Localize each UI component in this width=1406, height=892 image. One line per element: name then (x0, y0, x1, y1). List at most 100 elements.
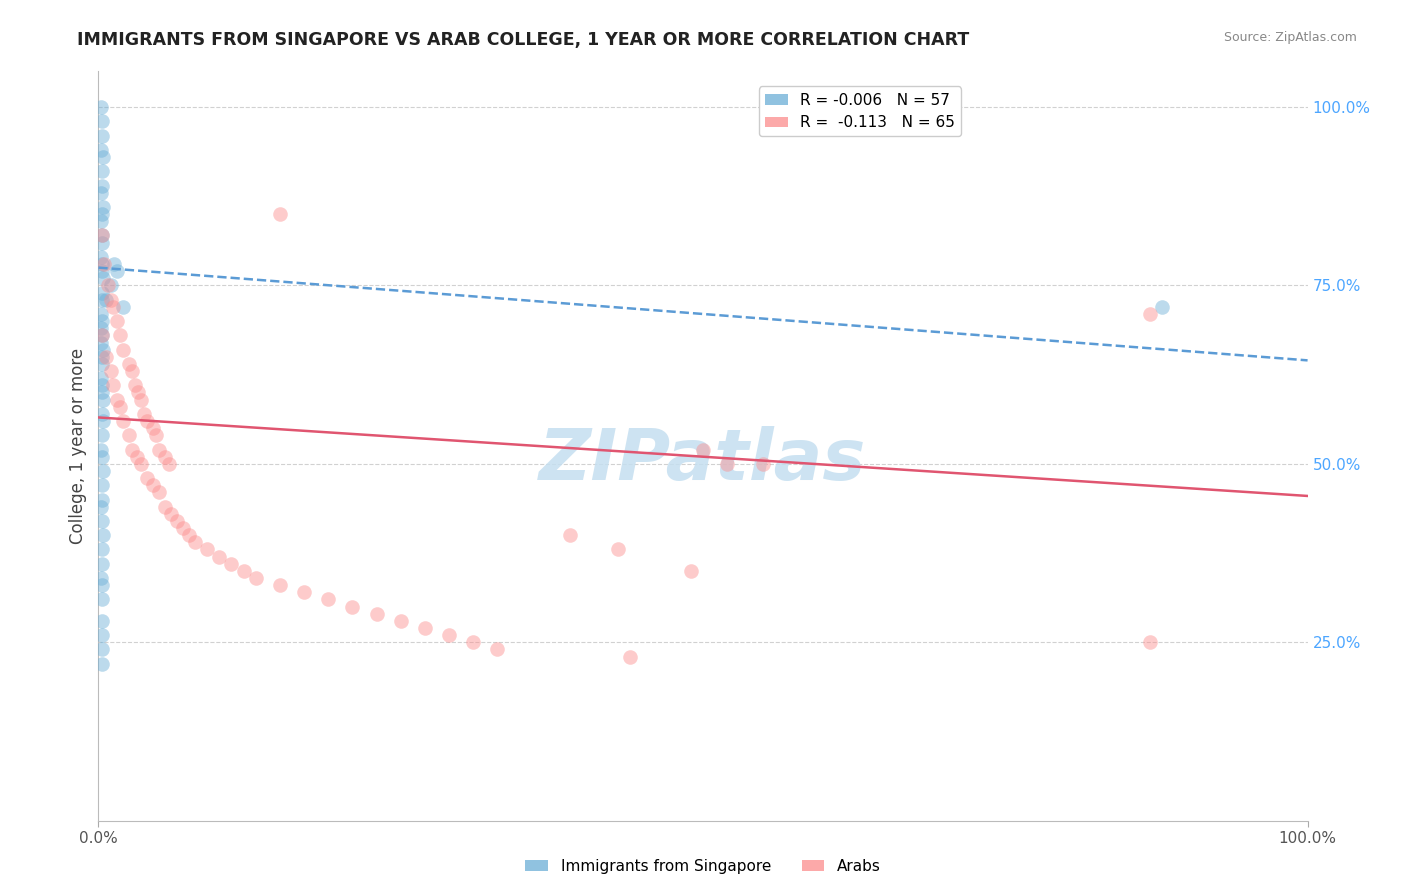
Point (94, 350, 117, 364)
Point (90, 143, 112, 157)
Point (619, 649, 641, 664)
Text: ZIPatlas: ZIPatlas (540, 426, 866, 495)
Point (91, 492, 114, 507)
Point (108, 400, 131, 414)
Point (118, 357, 141, 371)
Point (90, 214, 112, 228)
Point (292, 585, 315, 599)
Point (679, 564, 702, 578)
Point (463, 635, 485, 649)
Point (716, 457, 738, 471)
Point (118, 428, 141, 442)
Point (607, 542, 630, 557)
Point (101, 300, 124, 314)
Point (91, 542, 114, 557)
Point (91, 514, 114, 528)
Point (100, 364, 122, 378)
Text: Source: ZipAtlas.com: Source: ZipAtlas.com (1223, 31, 1357, 45)
Point (91, 200, 114, 214)
Legend: R = -0.006   N = 57, R =  -0.113   N = 65: R = -0.006 N = 57, R = -0.113 N = 65 (759, 87, 962, 136)
Point (558, 528, 581, 542)
Point (105, 392, 128, 407)
Point (91, 207, 114, 221)
Point (90, 500, 112, 514)
Point (91, 628, 114, 642)
Point (135, 471, 157, 485)
Point (91, 257, 114, 271)
Point (97, 278, 120, 293)
Point (91, 235, 114, 250)
Point (90, 186, 112, 200)
Point (91, 314, 114, 328)
Point (692, 442, 714, 457)
Point (91, 657, 114, 671)
Point (91, 407, 114, 421)
Point (91, 385, 114, 400)
Point (90, 321, 112, 335)
Point (103, 257, 125, 271)
Point (245, 571, 267, 585)
Point (91, 271, 114, 285)
Point (91, 178, 114, 193)
Point (101, 378, 124, 392)
Point (111, 343, 134, 357)
Point (142, 421, 165, 435)
Point (232, 564, 254, 578)
Point (91, 114, 114, 128)
Point (91, 414, 114, 428)
Point (91, 578, 114, 592)
Point (389, 614, 412, 628)
Point (121, 364, 143, 378)
Point (269, 207, 291, 221)
Point (90, 371, 112, 385)
Point (91, 557, 114, 571)
Point (91, 328, 114, 343)
Point (342, 599, 364, 614)
Point (160, 507, 183, 521)
Point (134, 407, 156, 421)
Point (91, 614, 114, 628)
Point (1139, 307, 1161, 321)
Point (108, 328, 131, 343)
Point (269, 578, 291, 592)
Point (90, 100, 112, 114)
Point (124, 378, 146, 392)
Point (486, 642, 509, 657)
Point (91, 464, 114, 478)
Point (1152, 300, 1174, 314)
Point (157, 457, 180, 471)
Point (172, 521, 194, 535)
Point (208, 549, 231, 564)
Point (91, 450, 114, 464)
Point (91, 264, 114, 278)
Point (752, 457, 775, 471)
Point (111, 414, 134, 428)
Point (184, 535, 207, 549)
Text: IMMIGRANTS FROM SINGAPORE VS ARAB COLLEGE, 1 YEAR OR MORE CORRELATION CHART: IMMIGRANTS FROM SINGAPORE VS ARAB COLLEG… (77, 31, 970, 49)
Point (91, 350, 114, 364)
Point (148, 485, 170, 500)
Point (142, 478, 165, 492)
Point (145, 428, 167, 442)
Point (91, 478, 114, 492)
Point (91, 528, 114, 542)
Point (316, 592, 339, 607)
Point (91, 228, 114, 243)
Point (100, 293, 122, 307)
Point (100, 278, 122, 293)
Point (91, 164, 114, 178)
Point (90, 442, 112, 457)
Point (91, 592, 114, 607)
Point (179, 528, 201, 542)
Point (90, 571, 112, 585)
Point (105, 314, 128, 328)
Point (91, 357, 114, 371)
Point (148, 442, 170, 457)
Point (135, 414, 157, 428)
Point (366, 607, 388, 621)
Point (90, 250, 112, 264)
Point (90, 307, 112, 321)
Point (91, 428, 114, 442)
Point (129, 392, 152, 407)
Point (111, 300, 134, 314)
